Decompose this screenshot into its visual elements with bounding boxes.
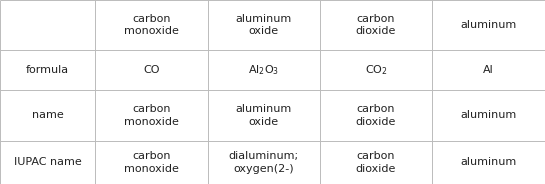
Text: carbon
dioxide: carbon dioxide [356, 151, 396, 174]
Text: aluminum
oxide: aluminum oxide [235, 104, 292, 127]
Text: dialuminum;
oxygen(2-): dialuminum; oxygen(2-) [229, 151, 299, 174]
Text: aluminum: aluminum [461, 157, 517, 167]
Text: aluminum: aluminum [461, 110, 517, 121]
Text: aluminum: aluminum [461, 20, 517, 30]
Text: carbon
monoxide: carbon monoxide [124, 14, 179, 36]
Text: Al$_2$O$_3$: Al$_2$O$_3$ [248, 63, 280, 77]
Text: carbon
monoxide: carbon monoxide [124, 104, 179, 127]
Text: formula: formula [26, 65, 69, 75]
Text: carbon
dioxide: carbon dioxide [356, 14, 396, 36]
Text: CO: CO [143, 65, 160, 75]
Text: CO$_2$: CO$_2$ [365, 63, 387, 77]
Text: carbon
monoxide: carbon monoxide [124, 151, 179, 174]
Text: Al: Al [483, 65, 494, 75]
Text: IUPAC name: IUPAC name [14, 157, 82, 167]
Text: name: name [32, 110, 64, 121]
Text: carbon
dioxide: carbon dioxide [356, 104, 396, 127]
Text: aluminum
oxide: aluminum oxide [235, 14, 292, 36]
